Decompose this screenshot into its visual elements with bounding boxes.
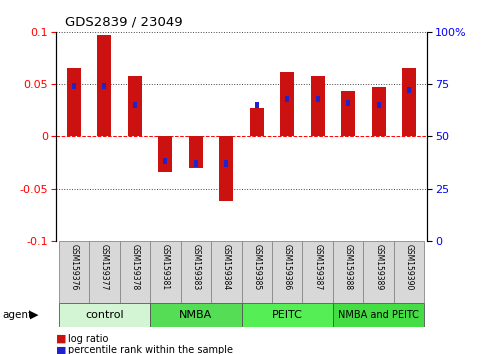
- Bar: [225, 160, 228, 167]
- Text: GSM159384: GSM159384: [222, 244, 231, 290]
- Bar: [120, 241, 150, 303]
- Bar: [58, 303, 150, 327]
- Text: GSM159390: GSM159390: [405, 244, 413, 290]
- Bar: [255, 102, 258, 108]
- Text: ▶: ▶: [30, 310, 39, 320]
- Text: NMBA and PEITC: NMBA and PEITC: [338, 310, 419, 320]
- Bar: [242, 241, 272, 303]
- Bar: [242, 303, 333, 327]
- Bar: [181, 241, 211, 303]
- Bar: [302, 241, 333, 303]
- Bar: [316, 96, 320, 102]
- Bar: [407, 87, 411, 93]
- Bar: [158, 136, 172, 172]
- Text: GSM159378: GSM159378: [130, 244, 139, 290]
- Text: ■: ■: [56, 346, 66, 354]
- Text: GSM159388: GSM159388: [344, 244, 353, 290]
- Bar: [363, 241, 394, 303]
- Bar: [341, 91, 355, 136]
- Bar: [394, 241, 425, 303]
- Bar: [280, 72, 294, 136]
- Text: PEITC: PEITC: [272, 310, 303, 320]
- Text: GSM159381: GSM159381: [161, 244, 170, 290]
- Bar: [72, 83, 76, 89]
- Bar: [194, 160, 198, 167]
- Bar: [333, 241, 363, 303]
- Bar: [346, 100, 350, 106]
- Text: GSM159389: GSM159389: [374, 244, 383, 290]
- Bar: [67, 68, 81, 136]
- Bar: [377, 102, 381, 108]
- Text: GSM159383: GSM159383: [191, 244, 200, 290]
- Bar: [89, 241, 120, 303]
- Text: agent: agent: [2, 310, 32, 320]
- Bar: [372, 87, 385, 136]
- Text: GSM159385: GSM159385: [252, 244, 261, 290]
- Bar: [402, 68, 416, 136]
- Bar: [211, 241, 242, 303]
- Bar: [102, 83, 106, 89]
- Text: NMBA: NMBA: [179, 310, 213, 320]
- Text: GSM159387: GSM159387: [313, 244, 322, 290]
- Bar: [133, 102, 137, 108]
- Text: percentile rank within the sample: percentile rank within the sample: [68, 346, 233, 354]
- Text: control: control: [85, 310, 124, 320]
- Bar: [150, 303, 242, 327]
- Text: GSM159376: GSM159376: [70, 244, 78, 290]
- Bar: [163, 158, 167, 165]
- Text: log ratio: log ratio: [68, 334, 108, 344]
- Bar: [333, 303, 425, 327]
- Bar: [311, 76, 325, 136]
- Bar: [219, 136, 233, 201]
- Bar: [150, 241, 181, 303]
- Bar: [58, 241, 89, 303]
- Bar: [250, 108, 264, 136]
- Bar: [285, 96, 289, 102]
- Bar: [189, 136, 203, 167]
- Text: GDS2839 / 23049: GDS2839 / 23049: [65, 15, 183, 28]
- Text: GSM159386: GSM159386: [283, 244, 292, 290]
- Text: GSM159377: GSM159377: [100, 244, 109, 290]
- Bar: [98, 35, 111, 136]
- Bar: [272, 241, 302, 303]
- Bar: [128, 76, 142, 136]
- Text: ■: ■: [56, 334, 66, 344]
